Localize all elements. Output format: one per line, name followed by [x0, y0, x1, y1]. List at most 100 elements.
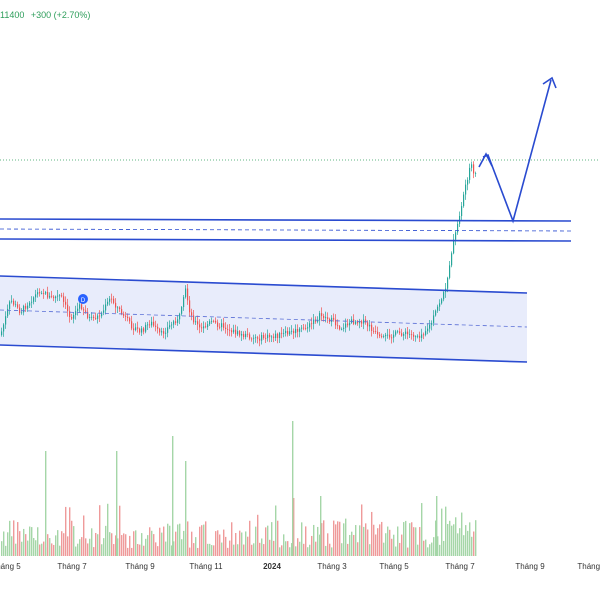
candle-body	[29, 302, 31, 306]
volume-bar	[81, 537, 83, 556]
volume-bar	[357, 542, 359, 556]
volume-bar	[131, 547, 133, 556]
volume-bar	[79, 539, 81, 556]
volume-bar	[395, 546, 397, 556]
volume-bar	[209, 543, 211, 556]
candle-body	[79, 304, 81, 309]
candle-body	[437, 306, 439, 311]
volume-bar	[37, 527, 39, 556]
candle-body	[231, 330, 233, 333]
volume-bar	[425, 539, 427, 556]
volume-bar	[103, 538, 105, 556]
volume-bar	[125, 534, 127, 556]
dividend-marker[interactable]: D	[78, 294, 88, 304]
candle-body	[433, 315, 435, 323]
volume-bar	[163, 526, 165, 556]
volume-bar	[305, 526, 307, 556]
volume-bar	[281, 545, 283, 556]
candle-body	[41, 293, 43, 294]
projection-path[interactable]	[482, 79, 552, 224]
candlesticks	[1, 161, 477, 347]
volume-bar	[453, 524, 455, 556]
volume-bar	[241, 532, 243, 556]
volume-bar	[83, 515, 85, 556]
volume-bar	[117, 538, 119, 556]
volume-bar	[451, 525, 453, 556]
volume-bar	[145, 538, 147, 556]
channel-top-line[interactable]	[0, 275, 528, 294]
volume-bar	[41, 543, 43, 556]
candle-body	[465, 184, 467, 195]
candle-body	[237, 331, 239, 335]
candle-body	[409, 334, 411, 336]
candle-body	[1, 331, 3, 335]
candle-body	[101, 312, 103, 317]
resistance-line-lower[interactable]	[0, 238, 572, 242]
volume-bar	[201, 525, 203, 556]
volume-bar	[287, 541, 289, 556]
volume-bar	[461, 512, 463, 556]
volume-bar	[227, 547, 229, 556]
candle-body	[177, 319, 179, 323]
candle-body	[297, 328, 299, 332]
volume-bar	[283, 534, 285, 556]
candle-body	[453, 239, 455, 254]
volume-bar	[93, 547, 95, 556]
volume-bars	[1, 421, 477, 556]
candle-body	[19, 307, 21, 314]
volume-bar	[247, 536, 249, 556]
candle-body	[261, 334, 263, 341]
candle-body	[397, 331, 399, 333]
candle-body	[57, 295, 59, 297]
volume-bar	[172, 436, 174, 556]
volume-bar	[369, 544, 371, 556]
candle-body	[303, 327, 305, 329]
candle-body	[337, 325, 339, 327]
volume-bar	[113, 544, 115, 556]
candle-body	[451, 253, 453, 266]
candle-body	[367, 322, 369, 327]
candle-body	[277, 333, 279, 339]
volume-bar	[133, 531, 135, 556]
volume-bar	[253, 543, 255, 556]
volume-bar	[95, 532, 97, 556]
volume-bar	[363, 526, 365, 556]
volume-bar	[365, 523, 367, 556]
candle-body	[463, 194, 465, 207]
volume-bar	[317, 526, 319, 556]
volume-bar	[101, 544, 103, 556]
candle-body	[365, 319, 367, 323]
volume-bar	[207, 543, 209, 556]
resistance-line-upper[interactable]	[0, 218, 572, 222]
candle-body	[395, 331, 397, 335]
volume-bar	[375, 534, 377, 556]
candle-body	[191, 312, 193, 316]
volume-bar	[203, 524, 205, 556]
candle-body	[137, 327, 139, 329]
volume-bar	[153, 534, 155, 556]
candle-body	[199, 324, 201, 328]
volume-bar	[111, 533, 113, 556]
candle-body	[109, 298, 111, 302]
candle-body	[163, 331, 165, 334]
volume-bar	[327, 533, 329, 556]
candle-body	[275, 333, 277, 338]
volume-bar	[255, 526, 257, 556]
candle-body	[123, 313, 125, 316]
candle-body	[457, 223, 459, 233]
x-tick-label: Tháng 5	[379, 562, 409, 571]
candle-body	[443, 292, 445, 300]
candle-body	[73, 315, 75, 319]
volume-bar	[261, 538, 263, 556]
candle-body	[31, 301, 33, 303]
volume-bar	[129, 535, 131, 556]
candle-body	[183, 297, 185, 308]
x-axis: Tháng 5 Tháng 7 Tháng 9 Tháng 11 2024 Tháng 3…	[0, 562, 600, 571]
candle-body	[415, 336, 417, 338]
channel-bottom-line[interactable]	[0, 344, 528, 363]
volume-bar	[303, 543, 305, 556]
volume-bar	[211, 545, 213, 556]
candle-body	[447, 277, 449, 289]
volume-bar	[31, 527, 33, 556]
